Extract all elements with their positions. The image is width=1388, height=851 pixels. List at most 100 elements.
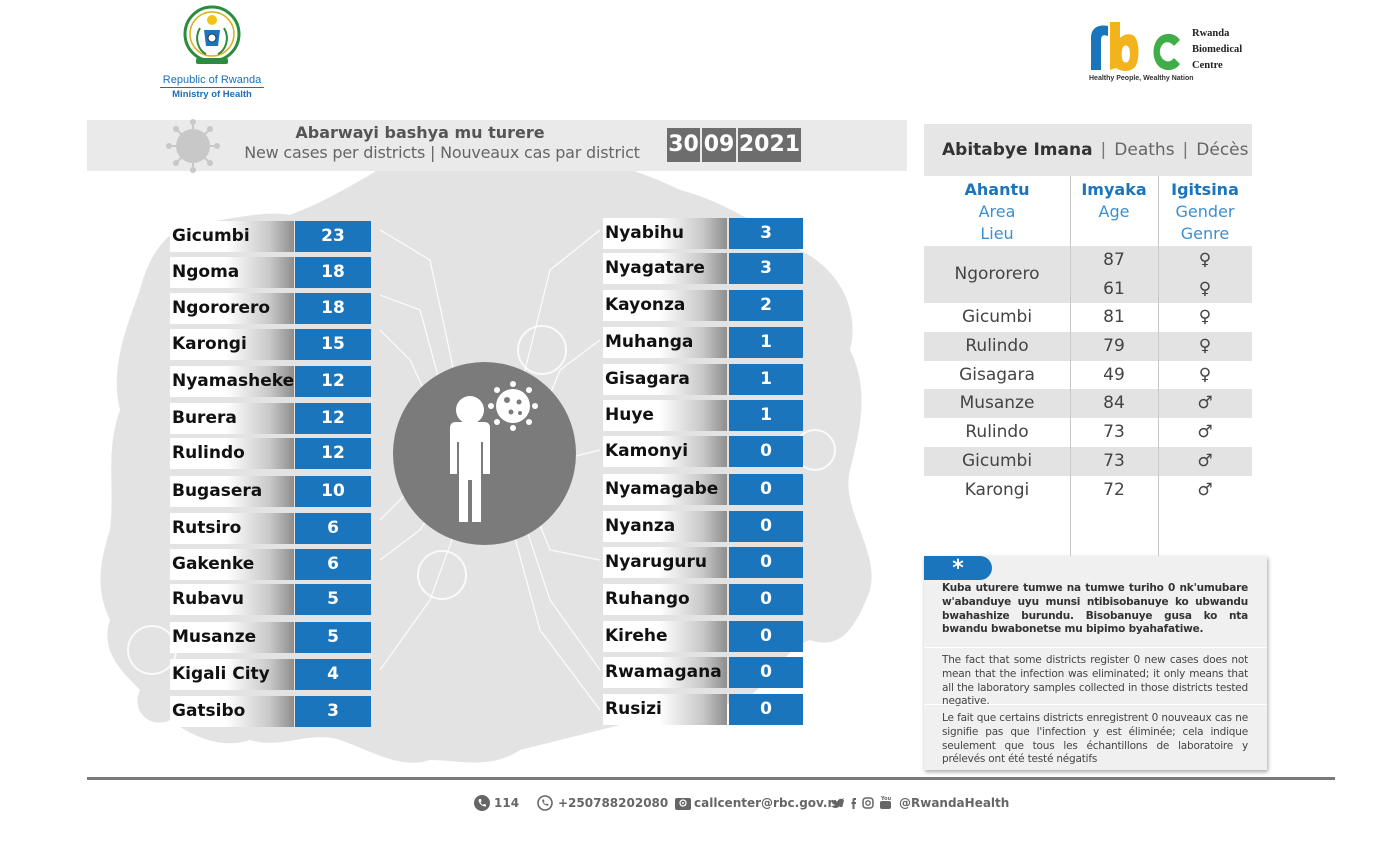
district-case-count: 4 <box>295 659 371 690</box>
column-header-gender: Igitsina Gender Genre <box>1158 179 1252 245</box>
phone-icon <box>474 795 490 811</box>
header-separator: | <box>1182 140 1189 160</box>
note-divider <box>924 647 1267 648</box>
column-header-main: Imyaka <box>1081 180 1147 199</box>
male-icon: ♂ <box>1197 450 1213 471</box>
female-icon: ♀ <box>1198 278 1212 299</box>
table-row: Rulindo 73 ♂ <box>924 418 1252 447</box>
district-name: Karongi <box>170 329 294 360</box>
column-header-sub: Gender <box>1175 202 1235 221</box>
district-case-count: 0 <box>729 511 803 542</box>
district-name: Rulindo <box>170 438 294 469</box>
district-case-count: 0 <box>729 547 803 578</box>
hotline-number[interactable]: 114 <box>494 796 520 810</box>
district-case-count: 12 <box>295 366 371 397</box>
banner-title-en-fr: New cases per districts | Nouveaux cas p… <box>244 143 640 162</box>
district-name: Ngororero <box>170 293 294 324</box>
district-name: Muhanga <box>603 327 727 358</box>
district-case-count: 0 <box>729 657 803 688</box>
date-month: 09 <box>702 128 736 162</box>
deaths-title-en: Deaths <box>1114 140 1175 160</box>
table-row-group: Ngororero 87 ♀ 61 ♀ <box>924 246 1252 304</box>
rbc-name-line: Centre <box>1192 60 1223 71</box>
cell-area: Rulindo <box>965 336 1029 357</box>
youtube-icon[interactable]: You <box>880 796 892 809</box>
column-header-area: Ahantu Area Lieu <box>924 179 1070 245</box>
infected-person-icon <box>393 362 576 545</box>
rwanda-coat-of-arms-icon <box>183 5 241 64</box>
instagram-icon[interactable] <box>862 797 874 809</box>
deaths-title-rw: Abitabye Imana <box>942 140 1093 160</box>
cell-area: Musanze <box>959 393 1035 414</box>
column-divider <box>1158 176 1159 556</box>
district-case-count: 0 <box>729 584 803 615</box>
virus-particle-icon <box>488 381 538 431</box>
table-row: Musanze 84 ♂ <box>924 389 1252 419</box>
column-header-age: Imyaka Age <box>1070 179 1158 223</box>
cell-age: 81 <box>1103 307 1125 328</box>
header-separator: | <box>1100 140 1107 160</box>
social-handle[interactable]: @RwandaHealth <box>899 796 1010 810</box>
cell-age: 84 <box>1103 393 1125 414</box>
svg-text:You: You <box>880 796 892 802</box>
district-name: Nyamasheke <box>170 366 294 397</box>
cell-area: Rulindo <box>965 422 1029 443</box>
district-name: Rutsiro <box>170 513 294 544</box>
table-row: Gisagara 49 ♀ <box>924 361 1252 390</box>
district-case-count: 0 <box>729 436 803 467</box>
district-case-count: 15 <box>295 329 371 360</box>
date-year: 2021 <box>738 128 801 162</box>
column-header-main: Ahantu <box>964 180 1030 199</box>
district-name: Gicumbi <box>170 221 294 252</box>
email-address[interactable]: callcenter@rbc.gov.rw <box>694 796 845 810</box>
footer-divider <box>87 777 1335 780</box>
district-name: Gakenke <box>170 549 294 580</box>
cell-age: 73 <box>1103 450 1125 471</box>
district-name: Bugasera <box>170 476 294 507</box>
twitter-icon[interactable] <box>831 798 844 808</box>
cell-area: Ngororero <box>954 264 1040 284</box>
cell-age: 61 <box>1103 278 1125 299</box>
phone-number[interactable]: +250788202080 <box>558 796 669 810</box>
district-name: Gisagara <box>603 364 727 395</box>
deaths-table-body: Gicumbi 81 ♀ Rulindo 79 ♀ Gisagara 49 ♀ Musanze 84… <box>924 303 1252 504</box>
district-case-count: 0 <box>729 474 803 505</box>
district-name: Nyanza <box>603 511 727 542</box>
district-case-count: 1 <box>729 400 803 431</box>
facebook-icon[interactable] <box>851 798 857 809</box>
note-text-english: The fact that some districts register 0 … <box>942 654 1248 708</box>
district-name: Kamonyi <box>603 436 727 467</box>
district-name: Nyabihu <box>603 218 727 249</box>
column-header-sub: Age <box>1098 202 1130 221</box>
banner-title-kinyarwanda: Abarwayi bashya mu turere <box>295 123 545 142</box>
deaths-column-headers: Ahantu Area Lieu Imyaka Age Igitsina Gen… <box>924 176 1252 246</box>
district-case-count: 5 <box>295 622 371 653</box>
district-case-count: 2 <box>729 290 803 321</box>
district-case-count: 0 <box>729 621 803 652</box>
district-name: Burera <box>170 403 294 434</box>
male-icon: ♂ <box>1197 479 1213 500</box>
rbc-name-line: Rwanda <box>1192 28 1230 39</box>
column-divider <box>1070 176 1071 556</box>
note-asterisk-tab: * <box>924 556 992 581</box>
column-header-sub: Area <box>978 202 1016 221</box>
district-name: Kigali City <box>170 659 294 690</box>
rbc-tagline: Healthy People, Wealthy Nation <box>1089 75 1194 82</box>
district-case-count: 3 <box>729 253 803 284</box>
cell-age: 79 <box>1103 336 1125 357</box>
whatsapp-icon <box>537 795 553 811</box>
disclaimer-note: * Kuba uturere tumwe na tumwe turiho 0 n… <box>924 556 1267 770</box>
district-case-count: 18 <box>295 257 371 288</box>
district-case-count: 3 <box>729 218 803 249</box>
district-name: Rwamagana <box>603 657 727 688</box>
district-case-count: 23 <box>295 221 371 252</box>
district-case-count: 1 <box>729 364 803 395</box>
title-banner: Abarwayi bashya mu turere New cases per … <box>87 119 907 173</box>
coronavirus-icon <box>166 119 220 173</box>
cell-area: Gicumbi <box>961 450 1033 471</box>
district-name: Kayonza <box>603 290 727 321</box>
column-header-sub: Lieu <box>980 224 1014 243</box>
email-icon <box>675 798 691 810</box>
female-icon: ♀ <box>1198 307 1212 328</box>
ministry-country-label: Republic of Rwanda <box>162 74 262 86</box>
